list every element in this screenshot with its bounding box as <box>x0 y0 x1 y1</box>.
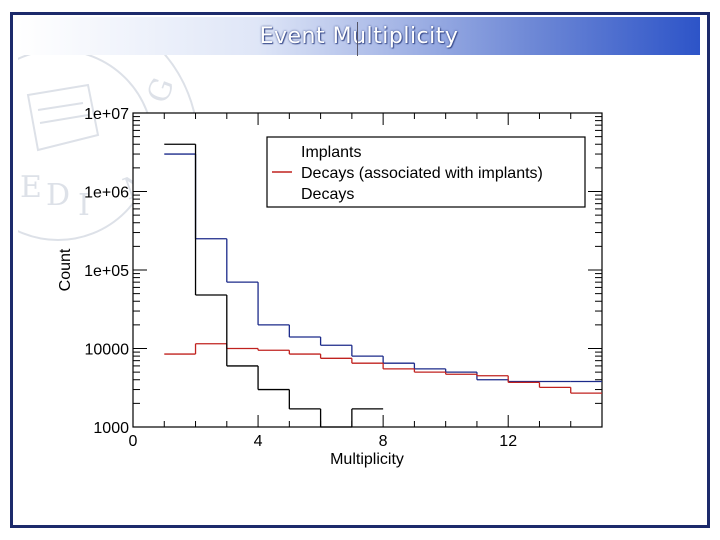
y-tick-label: 1e+07 <box>84 106 129 123</box>
text-cursor <box>357 22 358 56</box>
x-tick-label: 4 <box>254 433 263 450</box>
y-tick-label: 1e+05 <box>84 263 129 280</box>
y-tick-label: 1e+06 <box>84 185 129 202</box>
legend: Implants Decays (associated with implant… <box>266 136 586 208</box>
minor-ticks <box>133 113 603 427</box>
legend-box <box>266 136 586 208</box>
x-tick-label: 8 <box>379 433 388 450</box>
y-tick-label: 1000 <box>93 420 129 437</box>
slide-title: Event Multiplicity <box>259 24 459 49</box>
series-1 <box>164 343 602 394</box>
x-axis-label: Multiplicity <box>330 451 404 468</box>
title-bar: Event Multiplicity <box>18 17 700 55</box>
series-layer <box>164 143 602 428</box>
x-tick-label: 0 <box>129 433 138 450</box>
svg-text:E: E <box>20 170 42 205</box>
y-tick-label: 10000 <box>85 342 130 359</box>
legend-label-decays: Decays <box>301 186 354 203</box>
y-axis-label: Count <box>57 248 74 291</box>
svg-text:D: D <box>46 178 70 213</box>
tick-labels: 0 4 8 12 1000 10000 1e+05 1e+06 1e+07 <box>84 106 517 450</box>
x-tick-label: 12 <box>499 433 517 450</box>
svg-text:I: I <box>78 188 90 223</box>
series-0 <box>164 153 602 383</box>
legend-label-decays-associated: Decays (associated with implants) <box>301 165 543 182</box>
major-ticks <box>132 113 602 428</box>
series-2 <box>164 143 384 428</box>
legend-label-implants: Implants <box>301 144 361 161</box>
